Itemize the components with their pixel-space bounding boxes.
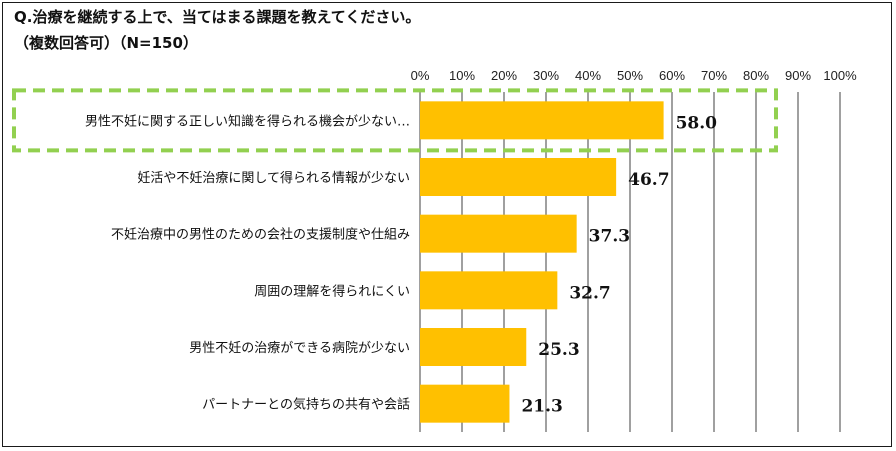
x-tick-label: 10% [449, 68, 475, 83]
x-tick-label: 100% [823, 68, 857, 83]
chart-question-title: Q.治療を継続する上で、当てはまる課題を教えてください。 [14, 8, 421, 26]
value-label: 32.7 [569, 283, 610, 303]
bar [420, 214, 577, 253]
category-labels: 男性不妊に関する正しい知識を得られる機会が少ない… 妊活や不妊治療に関して得られる… [85, 113, 410, 412]
x-tick-label: 70% [701, 68, 727, 83]
x-tick-label: 60% [659, 68, 685, 83]
bar [420, 384, 510, 423]
value-label: 25.3 [538, 340, 579, 360]
category-label: 周囲の理解を得られにくい [254, 283, 410, 299]
value-labels: 58.0 46.7 37.3 32.7 25.3 21.3 [521, 113, 717, 416]
chart-sample-note: （複数回答可）（N=150） [14, 34, 198, 52]
bar [420, 101, 664, 140]
bar [420, 158, 617, 196]
category-label: 男性不妊の治療ができる病院が少ない [189, 341, 410, 356]
bars [420, 101, 664, 423]
category-label: 妊活や不妊治療に関して得られる情報が少ない [137, 170, 410, 186]
x-tick-label: 20% [491, 68, 517, 83]
category-label: 不妊治療中の男性のための会社の支援制度や仕組み [111, 227, 410, 243]
highlight-box [12, 88, 778, 153]
highlight-box-layer [12, 88, 778, 153]
x-tick-label: 30% [533, 68, 559, 83]
value-label: 21.3 [521, 397, 562, 417]
x-tick-label: 40% [575, 68, 601, 83]
x-tick-label: 80% [743, 68, 769, 83]
bar [420, 271, 558, 310]
value-label: 46.7 [628, 170, 669, 190]
value-label: 37.3 [589, 227, 630, 247]
x-axis-tick-labels: 0% 10% 20% 30% 40% 50% 60% 70% 80% 90% 100% [411, 68, 857, 83]
category-label: 男性不妊に関する正しい知識を得られる機会が少ない… [85, 113, 410, 129]
x-tick-label: 0% [411, 68, 430, 83]
bar [420, 328, 527, 366]
category-label: パートナーとの気持ちの共有や会話 [202, 397, 410, 413]
value-label: 58.0 [676, 113, 718, 133]
gridlines [419, 92, 841, 432]
x-tick-label: 90% [785, 68, 811, 83]
x-tick-label: 50% [617, 68, 643, 83]
